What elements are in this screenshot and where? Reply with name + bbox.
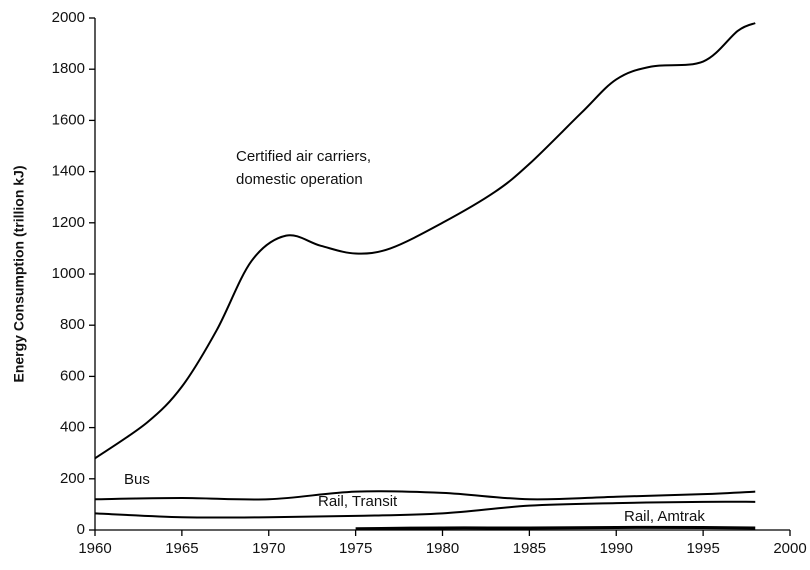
series-line xyxy=(94,490,756,501)
y-tick-label: 800 xyxy=(60,316,85,333)
y-axis-label: Energy Consumption (trillion kJ) xyxy=(11,165,27,382)
y-tick-label: 400 xyxy=(60,419,85,436)
y-tick-label: 200 xyxy=(60,470,85,487)
annotation: Rail, Amtrak xyxy=(624,508,705,525)
y-tick-label: 600 xyxy=(60,367,85,384)
y-tick-label: 1800 xyxy=(52,60,85,77)
x-tick-label: 1975 xyxy=(339,540,372,557)
x-tick-label: 1990 xyxy=(600,540,633,557)
annotation: domestic operation xyxy=(236,171,363,188)
series-line xyxy=(94,22,756,460)
y-tick-label: 1200 xyxy=(52,214,85,231)
x-tick-label: 1995 xyxy=(686,540,719,557)
y-tick-label: 1600 xyxy=(52,111,85,128)
series-line xyxy=(355,525,756,531)
x-tick-label: 1985 xyxy=(513,540,546,557)
x-tick-label: 1970 xyxy=(252,540,285,557)
y-tick-label: 2000 xyxy=(52,9,85,26)
y-tick-label: 1400 xyxy=(52,163,85,180)
series-line xyxy=(94,500,756,519)
annotation: Certified air carriers, xyxy=(236,148,371,165)
x-tick-label: 2000 xyxy=(773,540,806,557)
y-tick-label: 1000 xyxy=(52,265,85,282)
x-tick-label: 1980 xyxy=(426,540,459,557)
x-tick-label: 1965 xyxy=(165,540,198,557)
x-tick-label: 1960 xyxy=(78,540,111,557)
annotation: Bus xyxy=(124,471,150,488)
annotation: Rail, Transit xyxy=(318,493,398,510)
y-tick-label: 0 xyxy=(77,521,85,538)
